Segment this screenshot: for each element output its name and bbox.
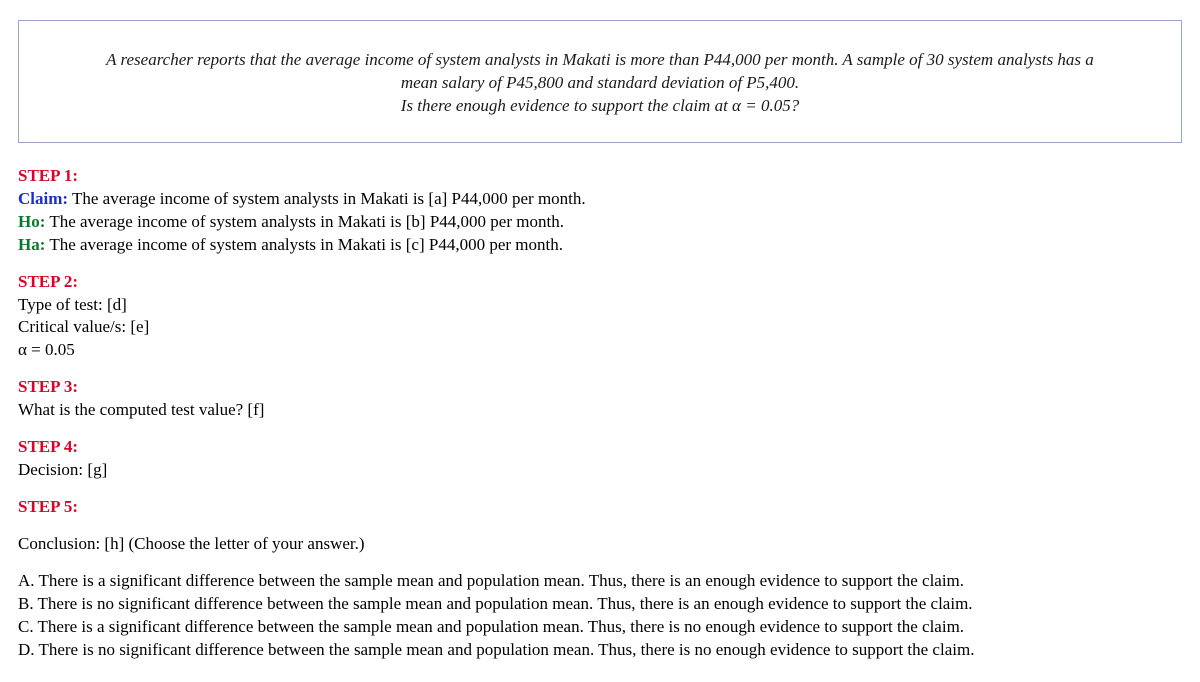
conclusion-line: Conclusion: [h] (Choose the letter of yo…: [18, 533, 1182, 556]
option-c: C. There is a significant difference bet…: [18, 616, 1182, 639]
problem-line-1: A researcher reports that the average in…: [29, 49, 1171, 72]
option-d: D. There is no significant difference be…: [18, 639, 1182, 662]
step-2-alpha-line: α = 0.05: [18, 339, 1182, 362]
option-a: A. There is a significant difference bet…: [18, 570, 1182, 593]
step-2-heading: STEP 2:: [18, 271, 1182, 294]
option-b: B. There is no significant difference be…: [18, 593, 1182, 616]
step-1-ha-line: Ha: The average income of system analyst…: [18, 234, 1182, 257]
ho-text: The average income of system analysts in…: [45, 212, 564, 231]
step-3-block: STEP 3: What is the computed test value?…: [18, 376, 1182, 422]
step-4-line: Decision: [g]: [18, 459, 1182, 482]
problem-line-2: mean salary of P45,800 and standard devi…: [29, 72, 1171, 95]
ha-text: The average income of system analysts in…: [45, 235, 563, 254]
step-2-crit-line: Critical value/s: [e]: [18, 316, 1182, 339]
step-1-ho-line: Ho: The average income of system analyst…: [18, 211, 1182, 234]
options-block: A. There is a significant difference bet…: [18, 570, 1182, 662]
step-2-type-line: Type of test: [d]: [18, 294, 1182, 317]
step-1-block: STEP 1: Claim: The average income of sys…: [18, 165, 1182, 257]
problem-alpha-eq: α = 0.05?: [732, 96, 799, 115]
step-4-heading: STEP 4:: [18, 436, 1182, 459]
conclusion-block: Conclusion: [h] (Choose the letter of yo…: [18, 533, 1182, 556]
ha-label: Ha:: [18, 235, 45, 254]
claim-text: The average income of system analysts in…: [68, 189, 586, 208]
step-3-line: What is the computed test value? [f]: [18, 399, 1182, 422]
step-1-heading: STEP 1:: [18, 165, 1182, 188]
step-2-block: STEP 2: Type of test: [d] Critical value…: [18, 271, 1182, 363]
problem-statement: A researcher reports that the average in…: [29, 49, 1171, 118]
problem-line-3-pre: Is there enough evidence to support the …: [401, 96, 732, 115]
step-1-claim-line: Claim: The average income of system anal…: [18, 188, 1182, 211]
claim-label: Claim:: [18, 189, 68, 208]
step-3-heading: STEP 3:: [18, 376, 1182, 399]
step-4-block: STEP 4: Decision: [g]: [18, 436, 1182, 482]
problem-line-3: Is there enough evidence to support the …: [29, 95, 1171, 118]
step-5-heading: STEP 5:: [18, 496, 1182, 519]
ho-label: Ho:: [18, 212, 45, 231]
step-5-block: STEP 5:: [18, 496, 1182, 519]
problem-box: A researcher reports that the average in…: [18, 20, 1182, 143]
